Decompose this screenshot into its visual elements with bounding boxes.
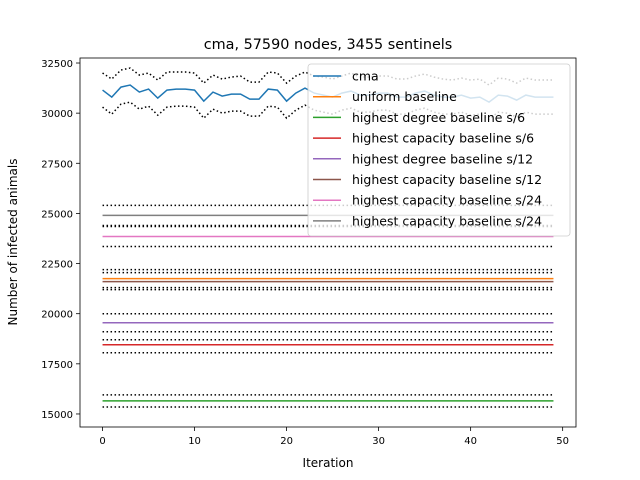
x-tick-label: 30	[372, 436, 385, 447]
y-tick-label: 30000	[41, 109, 73, 120]
x-tick-label: 0	[99, 436, 105, 447]
legend-label: highest capacity baseline s/24	[352, 213, 542, 228]
legend-label: highest degree baseline s/6	[352, 110, 525, 125]
legend: cma uniform baseline highest degree baseli…	[307, 63, 571, 237]
y-tick-label: 15000	[41, 410, 73, 421]
y-tick-label: 17500	[41, 360, 73, 371]
x-tick-label: 40	[464, 436, 477, 447]
legend-label: highest degree baseline s/12	[352, 151, 533, 166]
y-tick-label: 22500	[41, 260, 73, 271]
chart-title: cma, 57590 nodes, 3455 sentinels	[204, 37, 453, 53]
legend-label: highest capacity baseline s/6	[352, 131, 534, 146]
x-axis: 0 10 20 30 40 50	[99, 427, 569, 447]
legend-label: highest capacity baseline s/12	[352, 172, 542, 187]
y-tick-label: 20000	[41, 310, 73, 321]
y-tick-label: 27500	[41, 159, 73, 170]
plot-area	[79, 57, 577, 428]
x-tick-label: 20	[280, 436, 293, 447]
legend-label: highest capacity baseline s/24	[352, 193, 542, 208]
legend-label: cma	[352, 69, 379, 84]
axes-frame	[79, 57, 577, 428]
y-tick-label: 25000	[41, 209, 73, 220]
y-tick-label: 32500	[41, 59, 73, 70]
x-axis-label: Iteration	[303, 456, 354, 470]
x-tick-label: 50	[556, 436, 569, 447]
y-axis-label: Number of infected animals	[6, 159, 20, 326]
legend-label: uniform baseline	[352, 89, 457, 104]
y-axis: 15000 17500 20000 22500 25000 27500 30000 32500	[41, 59, 80, 421]
legend-box	[307, 63, 571, 237]
x-tick-label: 10	[188, 436, 201, 447]
